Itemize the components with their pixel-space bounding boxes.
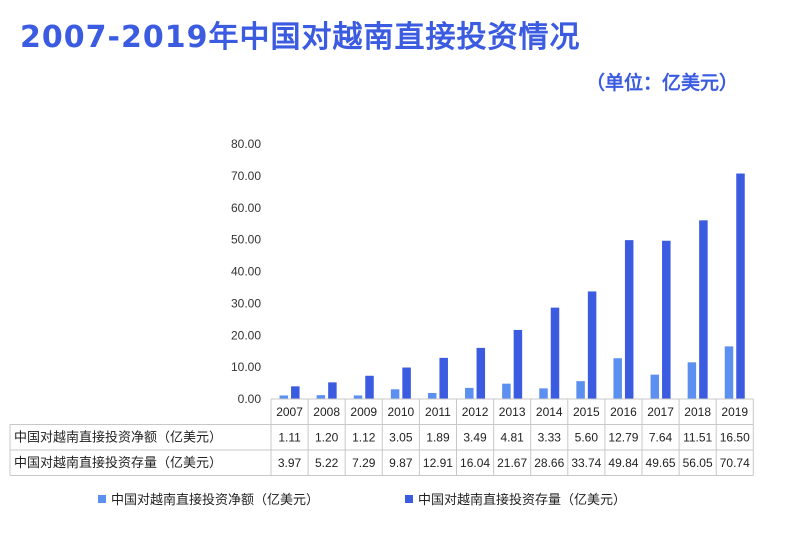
bar-net-investment bbox=[502, 383, 511, 399]
y-tick-label: 50.00 bbox=[231, 233, 261, 247]
x-tick-label: 2008 bbox=[313, 405, 340, 419]
y-tick-label: 30.00 bbox=[231, 296, 261, 310]
x-tick-label: 2010 bbox=[387, 405, 414, 419]
data-label: 56.05 bbox=[683, 456, 713, 470]
y-tick-label: 60.00 bbox=[231, 201, 261, 215]
x-tick-label: 2016 bbox=[610, 405, 637, 419]
y-axis: 0.00 10.00 20.00 30.00 40.00 50.00 60.00 70.00 8… bbox=[231, 137, 261, 406]
bar-investment-stock bbox=[550, 307, 560, 399]
unit-label: （单位：亿美元） bbox=[585, 72, 738, 94]
legend-swatch bbox=[98, 495, 106, 503]
x-tick-label: 2013 bbox=[499, 405, 526, 419]
bar-investment-stock bbox=[587, 291, 597, 399]
y-tick-label: 80.00 bbox=[231, 137, 261, 151]
chart-title: 2007-2019年中国对越南直接投资情况 bbox=[20, 20, 581, 55]
data-label: 3.49 bbox=[463, 431, 487, 445]
data-label: 16.04 bbox=[460, 456, 490, 470]
bar-investment-stock bbox=[439, 357, 448, 399]
data-label: 7.29 bbox=[352, 456, 376, 470]
bar-investment-stock bbox=[402, 367, 411, 399]
y-tick-label: 10.00 bbox=[231, 360, 261, 374]
data-label: 21.67 bbox=[497, 456, 527, 470]
y-tick-label: 70.00 bbox=[231, 169, 261, 183]
data-table: 2007 2008 2009 2010 2011 2012 2013 2014 2015 2016… bbox=[9, 398, 754, 476]
data-label: 28.66 bbox=[534, 456, 564, 470]
table-row-header: 中国对越南直接投资净额（亿美元） bbox=[14, 430, 222, 446]
bar-net-investment bbox=[539, 388, 548, 399]
data-label: 16.50 bbox=[720, 431, 750, 445]
data-label: 7.64 bbox=[649, 431, 673, 445]
bar-investment-stock bbox=[365, 375, 374, 399]
x-tick-label: 2011 bbox=[425, 405, 451, 419]
bar-net-investment bbox=[427, 392, 437, 399]
bar-net-investment bbox=[316, 395, 326, 399]
bar-net-investment bbox=[390, 389, 400, 399]
data-label: 49.65 bbox=[646, 456, 676, 470]
y-tick-label: 40.00 bbox=[231, 265, 261, 279]
bar-investment-stock bbox=[291, 386, 300, 399]
bar-net-investment bbox=[353, 395, 363, 399]
data-label: 11.51 bbox=[683, 431, 712, 445]
bar-net-investment bbox=[650, 374, 660, 399]
bar-investment-stock bbox=[328, 382, 337, 399]
data-label: 49.84 bbox=[608, 456, 638, 470]
legend-swatch bbox=[405, 495, 413, 503]
data-label: 12.91 bbox=[423, 456, 453, 470]
data-label: 3.33 bbox=[538, 431, 562, 445]
table-row-header: 中国对越南直接投资存量（亿美元） bbox=[14, 455, 222, 471]
bar-investment-stock bbox=[513, 329, 523, 399]
bar-net-investment bbox=[613, 358, 622, 399]
bar-investment-stock bbox=[624, 240, 634, 399]
y-tick-label: 0.00 bbox=[238, 392, 262, 406]
x-tick-label: 2018 bbox=[684, 405, 711, 419]
data-label: 1.20 bbox=[315, 431, 339, 445]
x-tick-label: 2012 bbox=[462, 405, 489, 419]
data-label: 5.22 bbox=[315, 456, 339, 470]
bar-investment-stock bbox=[476, 347, 486, 399]
x-tick-label: 2015 bbox=[573, 405, 600, 419]
bar-net-investment bbox=[687, 362, 697, 399]
data-label: 1.12 bbox=[352, 431, 376, 445]
y-tick-label: 20.00 bbox=[231, 328, 261, 342]
bar-net-investment bbox=[724, 346, 734, 399]
bar-investment-stock bbox=[699, 220, 708, 399]
x-tick-label: 2017 bbox=[647, 405, 674, 419]
data-label: 4.81 bbox=[500, 431, 524, 445]
legend-entry: 中国对越南直接投资存量（亿美元） bbox=[418, 492, 626, 508]
x-tick-label: 2009 bbox=[350, 405, 377, 419]
bar-net-investment bbox=[465, 387, 474, 399]
data-label: 12.79 bbox=[608, 431, 638, 445]
legend-entry: 中国对越南直接投资净额（亿美元） bbox=[111, 492, 319, 508]
data-label: 70.74 bbox=[720, 456, 750, 470]
x-tick-label: 2019 bbox=[721, 405, 748, 419]
x-tick-label: 2014 bbox=[536, 405, 563, 419]
data-label: 1.11 bbox=[278, 431, 301, 445]
bar-investment-stock bbox=[736, 173, 745, 399]
data-label: 5.60 bbox=[575, 431, 599, 445]
bar-net-investment bbox=[279, 395, 289, 399]
bar-investment-stock bbox=[662, 240, 671, 399]
data-label: 33.74 bbox=[571, 456, 601, 470]
bars bbox=[279, 173, 745, 399]
bar-net-investment bbox=[576, 381, 585, 399]
legend: 中国对越南直接投资净额（亿美元） 中国对越南直接投资存量（亿美元） bbox=[98, 492, 626, 508]
data-label: 9.87 bbox=[389, 456, 413, 470]
x-tick-label: 2007 bbox=[276, 405, 303, 419]
data-label: 3.97 bbox=[278, 456, 302, 470]
data-label: 3.05 bbox=[389, 431, 413, 445]
data-label: 1.89 bbox=[426, 431, 450, 445]
